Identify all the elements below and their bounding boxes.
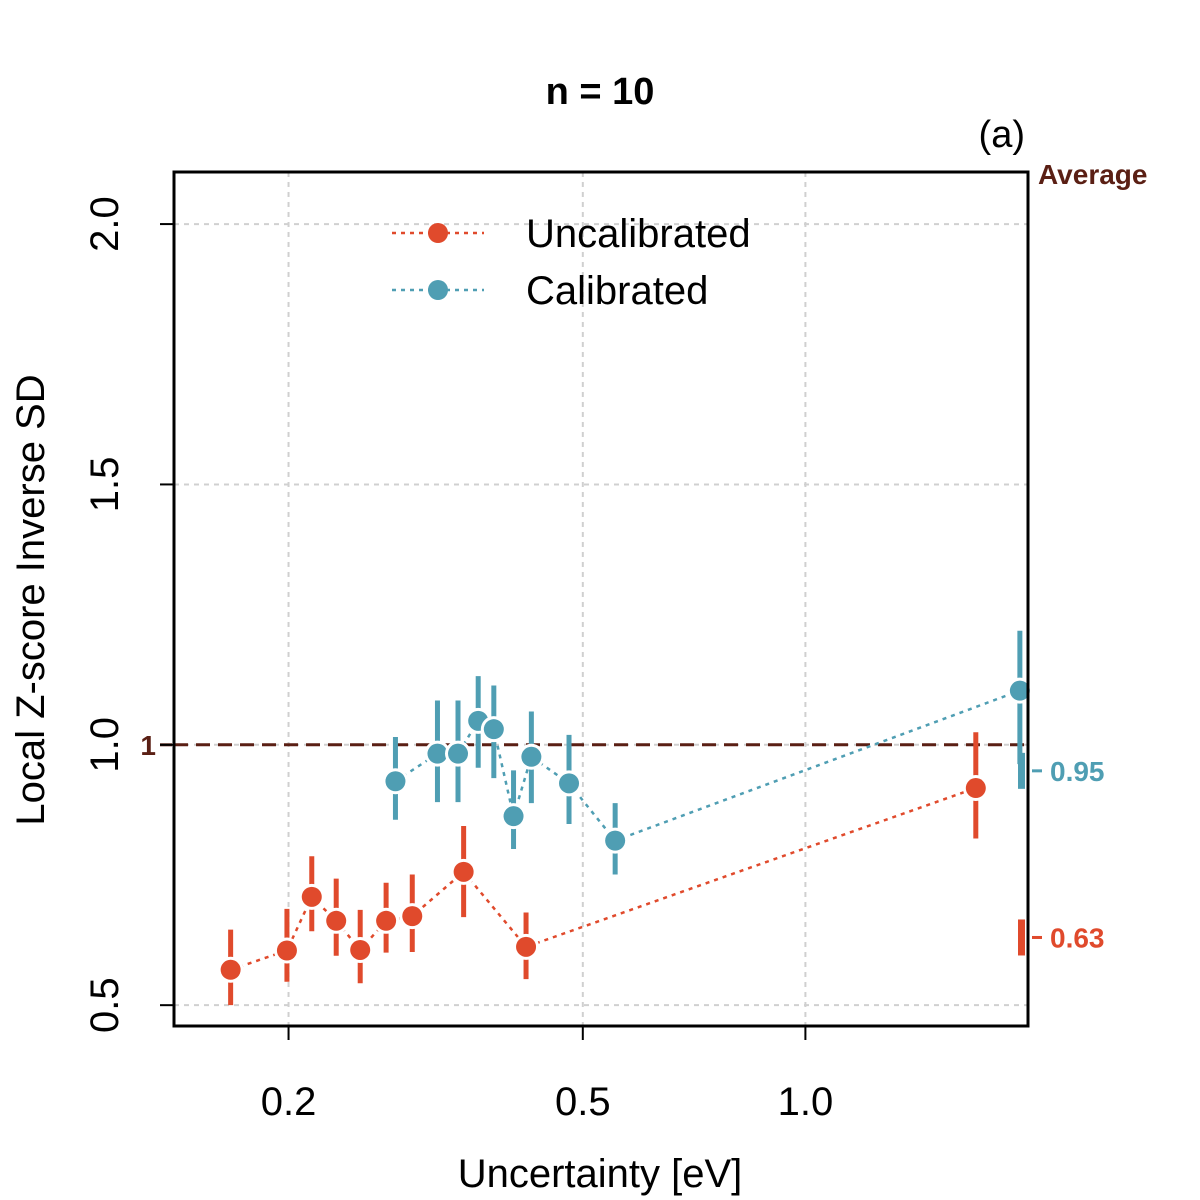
- x-axis-label: Uncertainty [eV]: [458, 1152, 743, 1196]
- reference-line-label: 1: [140, 730, 156, 761]
- calibrated-point: [559, 773, 580, 794]
- uncalibrated-average-label: 0.63: [1050, 922, 1105, 953]
- averages-header: Average: [1038, 159, 1147, 190]
- calibrated-point: [521, 746, 542, 767]
- calibrated-point: [427, 743, 448, 764]
- uncalibrated-point: [326, 910, 347, 931]
- legend: Uncalibrated Calibrated: [392, 212, 751, 313]
- calibrated-point: [1009, 680, 1030, 701]
- uncalibrated-point: [276, 940, 297, 961]
- y-tick-label: 0.5: [83, 977, 127, 1033]
- calibrated-point: [605, 830, 626, 851]
- legend-uncalibrated-label: Uncalibrated: [526, 212, 751, 256]
- calibrated-point: [385, 771, 406, 792]
- y-tick-label: 2.0: [83, 196, 127, 252]
- y-axis-label: Local Z-score Inverse SD: [9, 374, 53, 825]
- calibrated-average-label: 0.95: [1050, 756, 1105, 787]
- panel-label: (a): [979, 114, 1025, 156]
- legend-calibrated-label: Calibrated: [526, 269, 708, 313]
- axes: 0.2 0.5 1.0 0.5 1.0 1.5 2.0: [83, 170, 1030, 1124]
- uncalibrated-point: [350, 939, 371, 960]
- calibrated-point: [483, 719, 504, 740]
- plot-frame: [172, 170, 1030, 1028]
- average-markers: 0.63 0.95: [1018, 752, 1105, 956]
- x-tick-label: 0.2: [261, 1080, 317, 1124]
- y-tick-label: 1.0: [83, 717, 127, 773]
- legend-calibrated-marker: [428, 280, 448, 300]
- uncalibrated-point: [376, 910, 397, 931]
- calibrated-point: [503, 806, 524, 827]
- uncalibrated-series-line: [230, 786, 977, 971]
- calibrated-point: [448, 743, 469, 764]
- legend-uncalibrated-marker: [428, 223, 448, 243]
- uncalibrated-point: [965, 778, 986, 799]
- calibrated-series-line: [394, 689, 1021, 843]
- chart-title: n = 10: [546, 71, 655, 113]
- x-tick-label: 1.0: [778, 1080, 834, 1124]
- calibrated-average-marker: [1018, 752, 1025, 789]
- uncalibrated-point: [453, 861, 474, 882]
- x-tick-label: 0.5: [555, 1080, 611, 1124]
- uncalibrated-point: [301, 886, 322, 907]
- uncalibrated-point: [220, 959, 241, 980]
- y-tick-label: 1.5: [83, 457, 127, 513]
- uncalibrated-average-marker: [1018, 919, 1025, 956]
- uncalibrated-point: [516, 936, 537, 957]
- series-group: [217, 630, 1033, 1006]
- uncalibrated-point: [402, 906, 423, 927]
